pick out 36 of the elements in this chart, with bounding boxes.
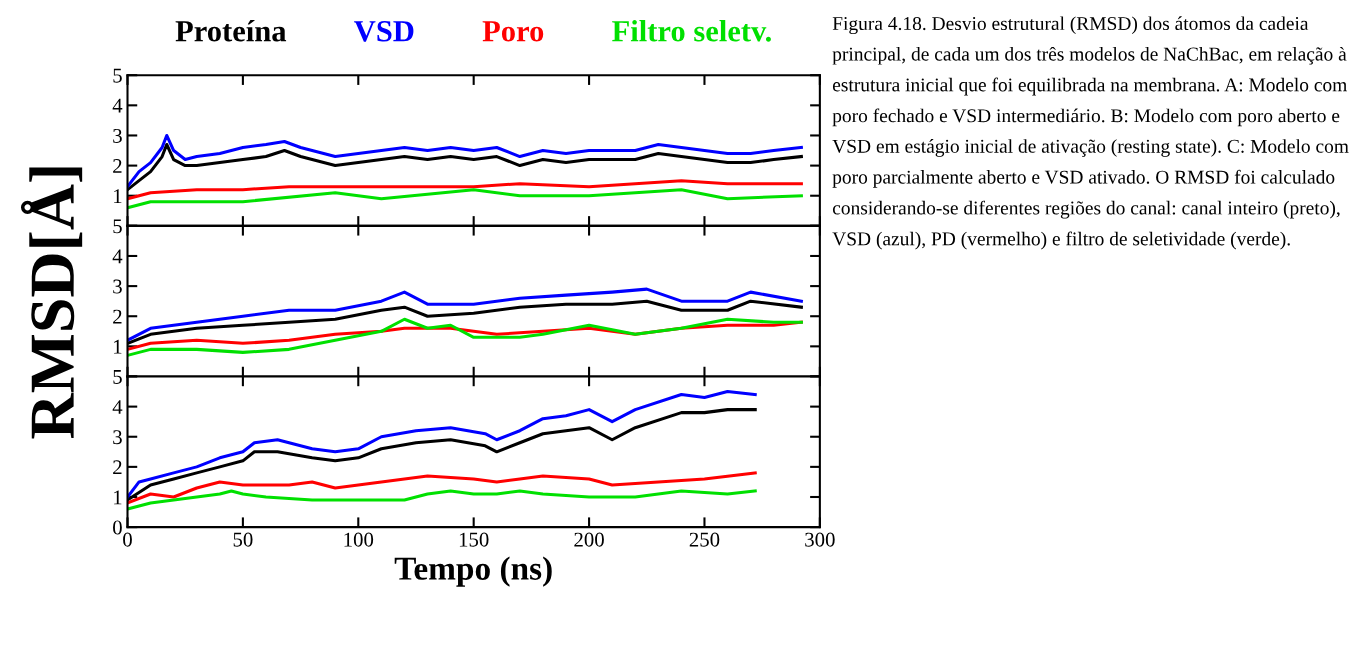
x-tick-label: 50 bbox=[233, 532, 253, 547]
text: Poro bbox=[482, 21, 544, 42]
y-tick-label: 3 bbox=[113, 279, 122, 294]
x-tick-label: 300 bbox=[805, 532, 835, 547]
y-tick-label: 2 bbox=[113, 159, 122, 173]
y-tick-label: 4 bbox=[112, 400, 123, 414]
y-tick-label: 0 bbox=[113, 520, 122, 535]
y-tick-label: 2 bbox=[113, 309, 122, 324]
y-tick-label: 4 bbox=[112, 98, 123, 113]
y-tick-label: 2 bbox=[113, 460, 122, 475]
line-series bbox=[127, 188, 803, 210]
x-tick-label: 250 bbox=[689, 532, 720, 547]
text: VSD bbox=[354, 20, 414, 42]
y-tick-label: 1 bbox=[114, 339, 122, 354]
text: Filtro seletv. bbox=[612, 20, 771, 42]
line-series bbox=[127, 390, 757, 499]
y-tick-label: 5 bbox=[113, 68, 122, 83]
y-tick-label: 3 bbox=[113, 430, 122, 445]
y-axis-title: RMSD[Å] bbox=[20, 167, 83, 439]
y-tick-label: 1 bbox=[114, 490, 122, 505]
line-series bbox=[127, 317, 803, 357]
x-axis-title: Tempo (ns) bbox=[394, 556, 552, 587]
x-tick-label: 100 bbox=[344, 532, 374, 547]
y-tick-label: 4 bbox=[112, 249, 123, 264]
line-series bbox=[127, 471, 757, 505]
y-tick-label: 5 bbox=[113, 370, 122, 384]
y-tick-label: 5 bbox=[113, 219, 122, 234]
line-series bbox=[127, 179, 803, 201]
line-series bbox=[127, 133, 803, 189]
line-series bbox=[127, 489, 757, 511]
text: Proteína bbox=[175, 19, 287, 42]
x-tick-label: 200 bbox=[574, 532, 604, 547]
text: Figura 4.18. Desvio estrutural (RMSD) dos átomos da cadeia principal, de cada um dos três modelos de NaChBac, em relação à estrutura inicial que foi equilibrada na membrana. A: Modelo com poro fechado e VSD intermediário. B: Modelo com poro aberto e VSD em estágio inicial de ativação (resting state). C: Modelo com poro parcialmente aberto e VSD ativado. O RMSD foi calculado considerando-se diferentes regiões do canal: canal inteiro (preto), VSD (azul), PD (vermelho) e filtro de seletividade (verde). bbox=[832, 16, 1349, 250]
y-tick-label: 1 bbox=[114, 189, 122, 203]
y-tick-label: 3 bbox=[113, 128, 122, 143]
x-tick-label: 150 bbox=[459, 532, 489, 547]
